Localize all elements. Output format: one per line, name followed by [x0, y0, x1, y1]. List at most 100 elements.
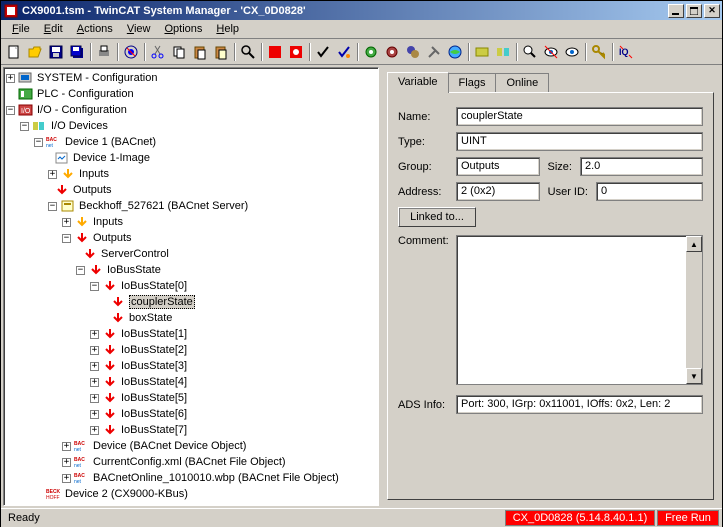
expander[interactable]: +	[6, 74, 15, 83]
expander[interactable]: +	[90, 426, 99, 435]
tree-dev2[interactable]: Device 2 (CX9000-KBus)	[65, 488, 188, 500]
menu-file[interactable]: File	[5, 21, 37, 37]
check2-icon[interactable]	[334, 42, 354, 62]
menu-actions[interactable]: Actions	[70, 21, 120, 37]
comment-field[interactable]: ▲ ▼	[456, 235, 703, 385]
tree-outputs[interactable]: Outputs	[73, 184, 112, 196]
tree-inputs[interactable]: Inputs	[79, 168, 109, 180]
group-field[interactable]: Outputs	[456, 157, 540, 176]
tree-iobus2[interactable]: IoBusState[2]	[121, 344, 187, 356]
tree-couplerstate[interactable]: couplerState	[129, 295, 195, 309]
tree-iobus7[interactable]: IoBusState[7]	[121, 424, 187, 436]
paste-icon[interactable]	[190, 42, 210, 62]
menu-edit[interactable]: Edit	[37, 21, 70, 37]
saveall-icon[interactable]	[67, 42, 87, 62]
gear1-icon[interactable]	[361, 42, 381, 62]
target-icon[interactable]	[121, 42, 141, 62]
tree-iobus1[interactable]: IoBusState[1]	[121, 328, 187, 340]
tab-variable[interactable]: Variable	[387, 72, 449, 93]
expander[interactable]: −	[6, 106, 15, 115]
tree-iobus0[interactable]: IoBusState[0]	[121, 280, 187, 292]
globe-icon[interactable]	[445, 42, 465, 62]
run2-icon[interactable]	[286, 42, 306, 62]
tree-iobusstate[interactable]: IoBusState	[107, 264, 161, 276]
scroll-down-icon[interactable]: ▼	[686, 368, 702, 384]
type-label: Type:	[398, 136, 456, 148]
tree-devices[interactable]: I/O Devices	[51, 120, 108, 132]
new-icon[interactable]	[4, 42, 24, 62]
copy-icon[interactable]	[169, 42, 189, 62]
io-icon[interactable]: IQ	[616, 42, 636, 62]
save-icon[interactable]	[46, 42, 66, 62]
tree-dev1[interactable]: Device 1 (BACnet)	[65, 136, 156, 148]
tree-currentconfig[interactable]: CurrentConfig.xml (BACnet File Object)	[93, 456, 286, 468]
tree-pane[interactable]: + SYSTEM - Configuration PLC - Configurat…	[3, 67, 379, 506]
gear2-icon[interactable]	[382, 42, 402, 62]
expander[interactable]: +	[90, 410, 99, 419]
menu-help[interactable]: Help	[209, 21, 246, 37]
close-button[interactable]: ✕	[704, 4, 720, 18]
find-icon[interactable]	[238, 42, 258, 62]
expander[interactable]: +	[90, 394, 99, 403]
tree-iobus3[interactable]: IoBusState[3]	[121, 360, 187, 372]
linkedto-button[interactable]: Linked to...	[398, 207, 476, 227]
scroll-up-icon[interactable]: ▲	[686, 236, 702, 252]
watch-icon[interactable]	[541, 42, 561, 62]
zoom-icon[interactable]	[520, 42, 540, 62]
adsinfo-field[interactable]: Port: 300, IGrp: 0x11001, IOffs: 0x2, Le…	[456, 395, 703, 414]
expander[interactable]: +	[90, 330, 99, 339]
tree-system[interactable]: SYSTEM - Configuration	[37, 72, 157, 84]
expander[interactable]: −	[20, 122, 29, 131]
size-field[interactable]: 2.0	[580, 157, 703, 176]
open-icon[interactable]	[25, 42, 45, 62]
expander[interactable]: +	[62, 218, 71, 227]
tree-boxstate[interactable]: boxState	[129, 312, 172, 324]
watch2-icon[interactable]	[562, 42, 582, 62]
run-icon[interactable]	[265, 42, 285, 62]
tree-io[interactable]: I/O - Configuration	[37, 104, 127, 116]
scrollbar[interactable]: ▲ ▼	[686, 236, 702, 384]
key-icon[interactable]	[589, 42, 609, 62]
address-field[interactable]: 2 (0x2)	[456, 182, 540, 201]
maximize-button[interactable]	[686, 4, 702, 18]
expander[interactable]: +	[90, 378, 99, 387]
device1-icon[interactable]	[472, 42, 492, 62]
paste2-icon[interactable]	[211, 42, 231, 62]
name-field[interactable]: couplerState	[456, 107, 703, 126]
tree-inputs2[interactable]: Inputs	[93, 216, 123, 228]
tree-beckhoff[interactable]: Beckhoff_527621 (BACnet Server)	[79, 200, 248, 212]
tree-iobus6[interactable]: IoBusState[6]	[121, 408, 187, 420]
expander[interactable]: −	[90, 282, 99, 291]
expander[interactable]: +	[90, 346, 99, 355]
tab-online[interactable]: Online	[495, 73, 549, 92]
expander[interactable]: −	[48, 202, 57, 211]
expander[interactable]: −	[76, 266, 85, 275]
minimize-button[interactable]	[668, 4, 684, 18]
expander[interactable]: +	[62, 458, 71, 467]
tree-outputs2[interactable]: Outputs	[93, 232, 132, 244]
device2-icon[interactable]	[493, 42, 513, 62]
tree-plc[interactable]: PLC - Configuration	[37, 88, 134, 100]
menu-view[interactable]: View	[120, 21, 158, 37]
tree-iobus5[interactable]: IoBusState[5]	[121, 392, 187, 404]
expander[interactable]: −	[34, 138, 43, 147]
check-icon[interactable]	[313, 42, 333, 62]
expander[interactable]: +	[62, 442, 71, 451]
tree-servercontrol[interactable]: ServerControl	[101, 248, 169, 260]
cut-icon[interactable]	[148, 42, 168, 62]
tree-dev1img[interactable]: Device 1-Image	[73, 152, 150, 164]
print-icon[interactable]	[94, 42, 114, 62]
tree-bacnetonline[interactable]: BACnetOnline_1010010.wbp (BACnet File Ob…	[93, 472, 339, 484]
expander[interactable]: +	[90, 362, 99, 371]
expander[interactable]: +	[48, 170, 57, 179]
gear3-icon[interactable]	[403, 42, 423, 62]
userid-field[interactable]: 0	[596, 182, 703, 201]
type-field[interactable]: UINT	[456, 132, 703, 151]
tree-iobus4[interactable]: IoBusState[4]	[121, 376, 187, 388]
menu-options[interactable]: Options	[157, 21, 209, 37]
expander[interactable]: +	[62, 474, 71, 483]
tree-device-bdo[interactable]: Device (BACnet Device Object)	[93, 440, 246, 452]
expander[interactable]: −	[62, 234, 71, 243]
tab-flags[interactable]: Flags	[448, 73, 497, 92]
tools-icon[interactable]	[424, 42, 444, 62]
